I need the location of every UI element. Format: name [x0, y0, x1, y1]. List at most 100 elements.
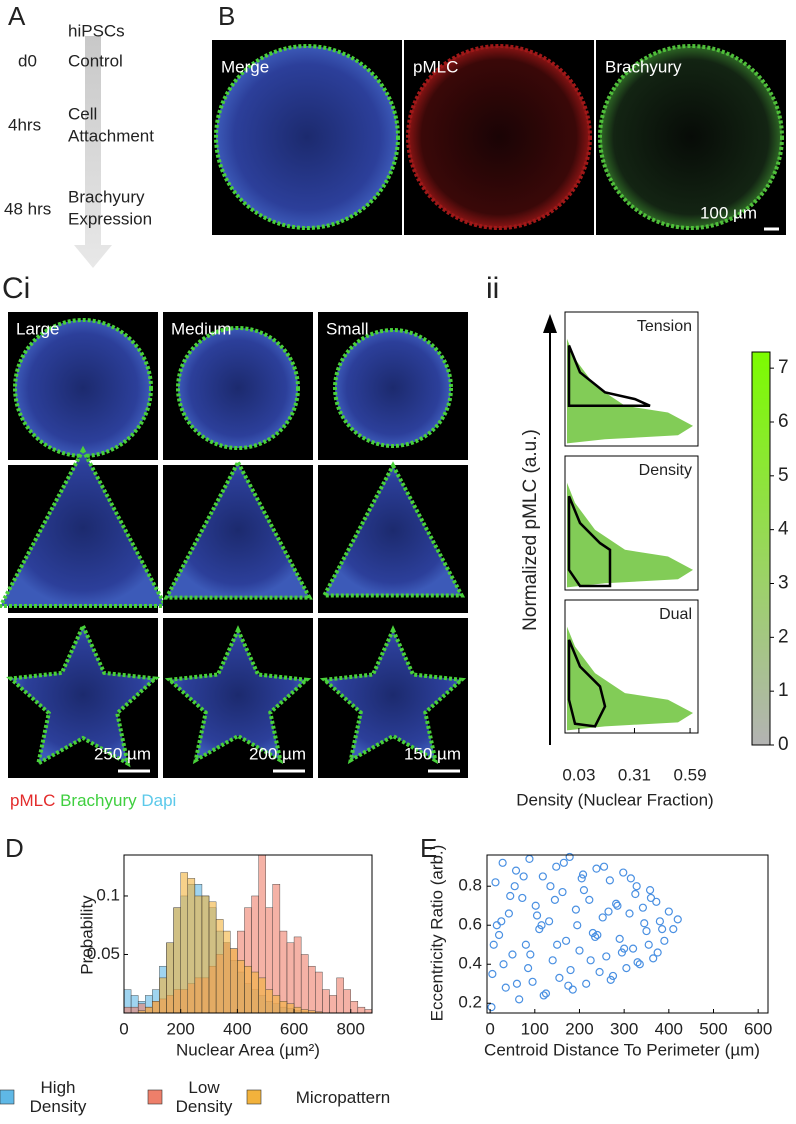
scatter-point [608, 971, 618, 981]
scatter-point [588, 928, 597, 938]
scale-bar-label: 250 µm [94, 744, 151, 763]
scatter-point [644, 940, 653, 949]
colorbar-tick-label: 6 [778, 411, 789, 432]
histogram-bar [357, 1006, 366, 1014]
timeline-time: 4hrs [8, 115, 41, 134]
histogram-bar [279, 1001, 288, 1014]
region-outline [567, 639, 607, 728]
histogram-bar [152, 1001, 160, 1014]
subplot-title: Density [639, 462, 692, 479]
scatter-point [669, 925, 678, 934]
timeline-arrow [74, 36, 112, 268]
channel-label: Merge [221, 57, 269, 76]
colony [320, 461, 466, 598]
scatter-point [613, 901, 622, 910]
panel-label: D [5, 833, 24, 863]
scatter-point [537, 921, 546, 930]
scatter-point [625, 909, 634, 918]
channel-label: pMLC [413, 57, 458, 76]
scatter-point [548, 956, 557, 965]
scatter-point [649, 954, 658, 963]
scatter-point [673, 915, 682, 924]
histogram-bar [350, 1001, 359, 1014]
y-axis-label: Normalized pMLC (a.u.) [520, 429, 541, 631]
histogram-bar [343, 989, 351, 1014]
x-tick-label: 200 [166, 1019, 194, 1038]
stain-name: Dapi [141, 791, 176, 810]
histogram-bar [364, 1009, 373, 1014]
histogram-bar [145, 1006, 153, 1014]
x-tick-label: 600 [744, 1019, 772, 1038]
scatter-point [526, 950, 535, 959]
subplot-title: Tension [637, 318, 692, 335]
scatter-point [642, 926, 651, 936]
stain-name: pMLC [10, 791, 55, 810]
x-tick-label: 100 [521, 1019, 549, 1038]
scatter-point [658, 925, 667, 934]
scatter-point [606, 975, 615, 984]
scatter-point [566, 965, 575, 975]
scatter-point [655, 917, 664, 926]
scatter-point [487, 1003, 496, 1012]
scatter-point [525, 854, 534, 864]
scatter-point [635, 960, 644, 969]
scatter-point [504, 909, 513, 918]
scatter-point [604, 907, 613, 916]
stain-legend: pMLC Brachyury Dapi [10, 791, 176, 810]
panel-label: ii [486, 272, 499, 305]
histogram-bar [194, 895, 203, 1014]
scatter-point [593, 930, 602, 940]
colony [13, 318, 153, 458]
legend-swatch [147, 1089, 163, 1105]
histogram-bar [244, 965, 252, 1014]
scatter-point [591, 932, 600, 942]
scale-bar-label: 100 µm [700, 203, 757, 222]
colorbar-tick-label: 3 [778, 573, 789, 594]
x-axis-label: Density (Nuclear Fraction) [516, 790, 713, 809]
x-axis-label: Nuclear Area (µm²) [176, 1040, 320, 1059]
timeline-step: Brachyury [68, 187, 145, 206]
histogram-bar [279, 930, 288, 1014]
scatter-point [620, 944, 629, 953]
colony [163, 458, 313, 600]
plot-frame [123, 854, 373, 1014]
scatter-point [512, 979, 522, 988]
histogram-bar [300, 954, 309, 1014]
timeline-time: 48 hrs [4, 199, 51, 218]
scatter-point [612, 899, 621, 908]
scatter-point [585, 895, 594, 904]
colorbar-tick-label: 1 [778, 680, 789, 701]
x-tick-label: 500 [699, 1019, 727, 1038]
histogram-bar [265, 989, 274, 1014]
scatter-point [632, 882, 641, 891]
colony [406, 44, 592, 230]
x-axis-label: Centroid Distance To Perimeter (µm) [484, 1040, 760, 1059]
panel-label: B [218, 1, 235, 31]
scatter-point [660, 936, 669, 945]
timeline-step: Expression [68, 209, 152, 228]
scatter-point [602, 952, 611, 961]
timeline-step: Attachment [68, 126, 154, 145]
scatter-point [565, 852, 574, 862]
scatter-point [582, 979, 591, 988]
scatter-point [599, 862, 609, 871]
scatter-point [528, 977, 537, 986]
scatter-point [553, 940, 562, 949]
scatter-point [633, 958, 642, 967]
y-axis-label: Eccentricity Ratio (arb.) [427, 845, 446, 1022]
y-tick-label: 0.05 [87, 944, 120, 963]
scatter-point [555, 973, 564, 982]
axis-arrow-head [543, 314, 557, 333]
scatter-point [615, 934, 624, 943]
y-tick-label: 0.8 [458, 876, 482, 895]
legend-label: Low Density [175, 1078, 233, 1116]
histogram-bar [180, 872, 188, 1014]
subplot-title: Dual [659, 606, 692, 623]
scatter-point [664, 907, 673, 916]
colony [164, 625, 312, 765]
scatter-point [535, 925, 544, 934]
histogram-bar [201, 895, 210, 1014]
panel-label: A [8, 1, 26, 31]
scatter-point [595, 967, 604, 977]
